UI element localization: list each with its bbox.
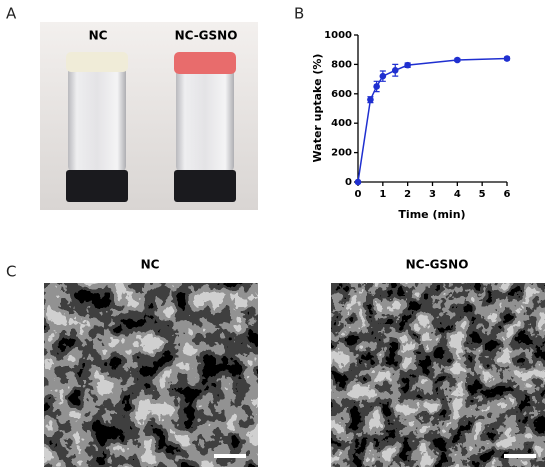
data-point [354,178,362,186]
panel-label: C [6,263,16,281]
y-tick-label: 200 [331,148,352,159]
y-tick-label: 1000 [324,30,352,41]
y-tick-label: 400 [331,118,352,129]
data-point [404,61,411,69]
panel-label: B [294,5,304,23]
x-tick-label: 2 [404,189,411,200]
x-tick-label: 4 [454,189,461,200]
data-point [503,55,511,62]
x-tick-label: 3 [429,189,436,200]
x-axis-label: Time (min) [398,208,465,221]
y-tick-label: 800 [331,59,352,70]
sem-images: NC NC-GSNO [44,258,545,467]
y-tick-label: 0 [345,177,352,188]
data-point [373,83,380,90]
x-tick-label: 0 [355,189,362,200]
x-tick-label: 1 [379,189,386,200]
data-point [454,56,461,64]
panel-label: A [6,5,17,23]
data-point [391,66,399,74]
chart: Time (min) Water uptake (%) 0 200 400 600 80… [311,30,511,221]
photo-label: NC [89,29,108,43]
photo: NC NC-GSNO [40,22,258,210]
y-axis-label: Water uptake (%) [311,54,324,163]
x-tick-label: 6 [504,189,511,200]
photo-label: NC-GSNO [175,29,238,43]
data-point [367,96,374,103]
sem-title: NC-GSNO [406,258,469,272]
sem-title: NC [141,258,160,272]
x-tick-label: 5 [479,189,486,200]
y-tick-label: 600 [331,89,352,100]
data-point [379,72,387,80]
